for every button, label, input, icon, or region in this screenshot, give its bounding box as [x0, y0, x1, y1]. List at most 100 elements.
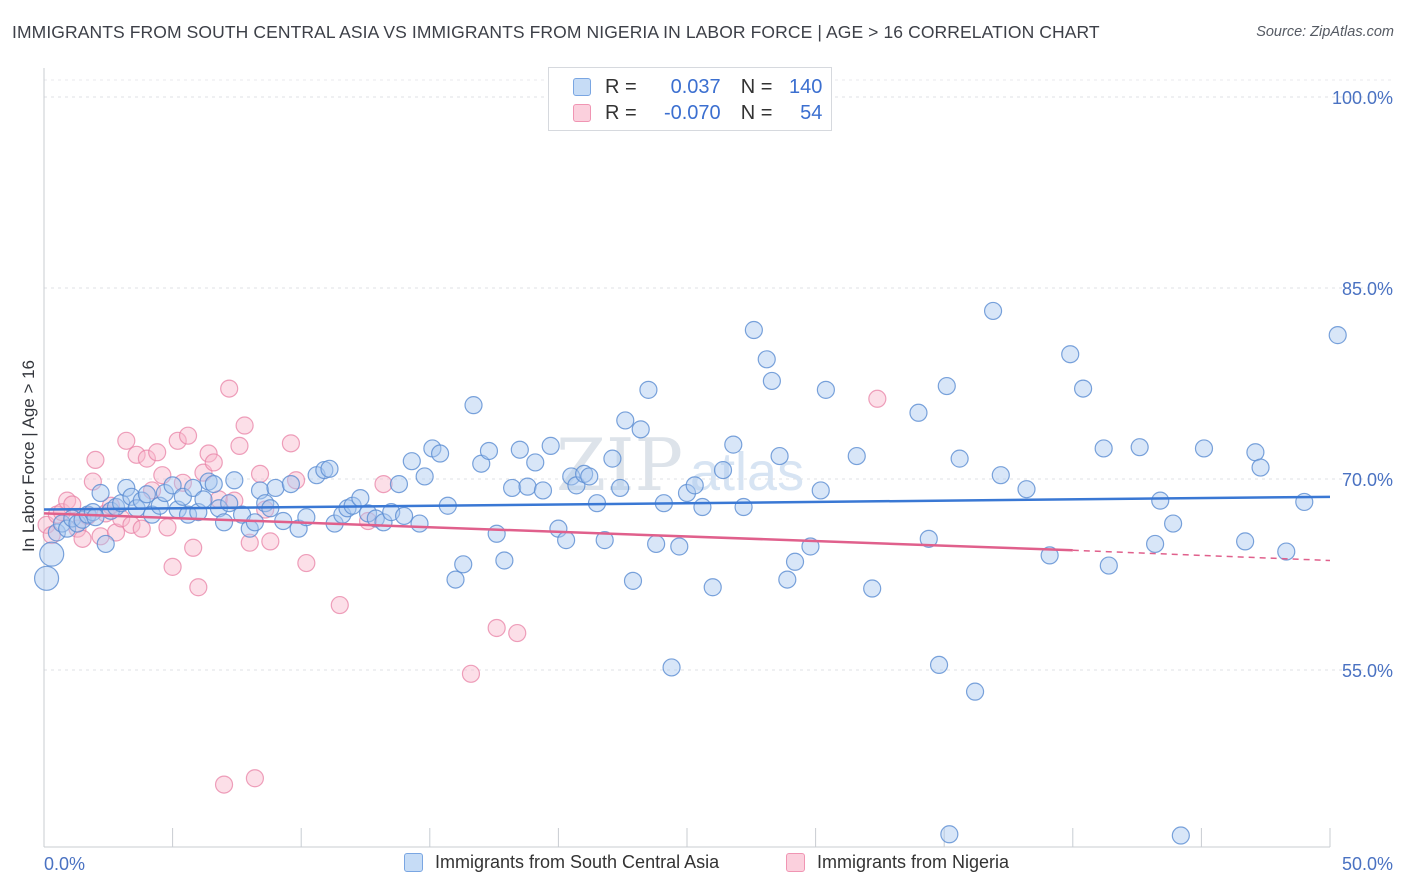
- scatter-point-south-central-asia: [770, 446, 789, 466]
- scatter-point-nigeria: [158, 518, 177, 537]
- scatter-point-south-central-asia: [670, 537, 689, 556]
- scatter-point-south-central-asia: [557, 531, 576, 550]
- scatter-point-south-central-asia: [225, 471, 244, 490]
- scatter-point-nigeria: [137, 449, 156, 468]
- scatter-point-south-central-asia: [816, 380, 835, 399]
- scatter-point-nigeria: [106, 523, 126, 542]
- scatter-point-south-central-asia: [950, 449, 969, 468]
- scatter-point-south-central-asia: [1328, 326, 1347, 345]
- y-tick-label: 85.0%: [1342, 279, 1393, 299]
- scatter-point-south-central-asia: [86, 508, 105, 527]
- scatter-point-nigeria: [148, 443, 167, 462]
- scatter-point-south-central-asia: [446, 570, 465, 589]
- y-tick-labels: 100.0% 85.0% 70.0% 55.0%: [1332, 88, 1393, 681]
- scatter-point-nigeria: [297, 553, 316, 573]
- scatter-point-south-central-asia: [163, 476, 182, 495]
- legend-swatch-pink: [573, 104, 591, 122]
- y-axis-title: In Labor Force | Age > 16: [19, 360, 38, 552]
- scatter-point-south-central-asia: [1130, 438, 1149, 457]
- scatter-point-south-central-asia: [430, 444, 450, 463]
- scatter-point-south-central-asia: [724, 435, 743, 454]
- scatter-point-nigeria: [487, 618, 506, 638]
- scatter-point-south-central-asia: [194, 490, 213, 509]
- scatter-point-south-central-asia: [320, 459, 339, 478]
- scatter-point-south-central-asia: [1099, 556, 1118, 575]
- x-tick-label: 0.0%: [44, 854, 85, 874]
- scatter-point-south-central-asia: [1151, 491, 1170, 510]
- scatter-point-south-central-asia: [677, 483, 697, 503]
- y-tick-label: 100.0%: [1332, 88, 1393, 108]
- scatter-point-south-central-asia: [623, 571, 643, 590]
- x-tick-label: 50.0%: [1342, 854, 1393, 874]
- scatter-point-south-central-asia: [526, 453, 545, 472]
- legend-n-label: N =: [740, 101, 773, 124]
- stats-legend-row-blue: R = 0.037 N = 140: [573, 75, 822, 99]
- scatter-point-south-central-asia: [204, 474, 223, 494]
- bottom-legend-swatch-pink: [786, 853, 805, 872]
- scatter-point-nigeria: [230, 436, 249, 455]
- scatter-point-nigeria: [214, 775, 234, 794]
- axes: [43, 68, 1331, 848]
- scatter-point-south-central-asia: [965, 682, 985, 701]
- scatter-point-south-central-asia: [631, 420, 650, 439]
- scatter-point-south-central-asia: [533, 481, 553, 500]
- scatter-point-south-central-asia: [611, 478, 630, 498]
- scatter-point-nigeria: [281, 434, 301, 453]
- scatter-point-south-central-asia: [58, 519, 77, 538]
- scatter-point-nigeria: [73, 529, 92, 548]
- bottom-legend-item-south-central-asia: Immigrants from South Central Asia: [404, 852, 719, 873]
- scatter-point-south-central-asia: [510, 440, 529, 459]
- x-tick-labels: 0.0% 50.0%: [44, 854, 1393, 874]
- trend-line-nigeria-extension: [1072, 549, 1331, 562]
- scatter-point-nigeria: [508, 623, 527, 643]
- bottom-legend-item-nigeria: Immigrants from Nigeria: [786, 852, 1009, 873]
- scatter-point-south-central-asia: [909, 403, 928, 422]
- scatter-point-south-central-asia: [394, 506, 414, 526]
- scatter-point-nigeria: [117, 431, 136, 450]
- scatter-point-south-central-asia: [1094, 439, 1113, 458]
- scatter-point-south-central-asia: [351, 489, 370, 508]
- scatter-point-nigeria: [189, 578, 208, 597]
- legend-n-value: 140: [789, 75, 823, 98]
- scatter-point-nigeria: [261, 532, 280, 551]
- scatter-point-south-central-asia: [1164, 514, 1183, 533]
- scatter-point-south-central-asia: [91, 483, 110, 503]
- scatter-point-south-central-asia: [503, 478, 522, 498]
- scatter-point-south-central-asia: [1061, 345, 1080, 364]
- scatter-point-south-central-asia: [762, 371, 781, 391]
- scatter-point-south-central-asia: [454, 555, 473, 574]
- scatter-point-south-central-asia: [214, 513, 234, 532]
- scatter-point-south-central-asia: [1194, 439, 1214, 458]
- scatter-point-south-central-asia: [1040, 546, 1059, 565]
- scatter-point-south-central-asia: [595, 531, 614, 550]
- scatter-point-south-central-asia: [541, 436, 560, 455]
- y-tick-label: 70.0%: [1342, 470, 1393, 490]
- scatter-point-nigeria: [178, 426, 198, 445]
- legend-swatch-blue: [573, 78, 591, 96]
- scatter-point-south-central-asia: [199, 472, 218, 491]
- scatter-point-nigeria: [250, 464, 270, 484]
- scatter-point-nigeria: [184, 538, 203, 557]
- scatter-point-nigeria: [42, 525, 61, 545]
- scatter-point-south-central-asia: [693, 497, 712, 517]
- bottom-legend-swatch-blue: [404, 853, 423, 872]
- scatter-point-south-central-asia: [1246, 443, 1265, 462]
- chart-title: IMMIGRANTS FROM SOUTH CENTRAL ASIA VS IM…: [12, 22, 1100, 42]
- legend-r-label: R =: [605, 101, 637, 124]
- trend-line-nigeria: [43, 512, 1073, 552]
- scatter-point-south-central-asia: [647, 534, 666, 554]
- y-tick-label: 55.0%: [1342, 661, 1393, 681]
- source-label: Source: ZipAtlas.com: [1256, 24, 1394, 40]
- scatter-point-south-central-asia: [937, 376, 956, 396]
- scatter-point-south-central-asia: [266, 478, 285, 498]
- scatter-point-south-central-asia: [1073, 379, 1093, 398]
- scatter-point-south-central-asia: [919, 529, 938, 548]
- scatter-point-nigeria: [240, 533, 259, 552]
- scatter-point-south-central-asia: [518, 477, 537, 496]
- scatter-point-nigeria: [86, 450, 105, 469]
- scatter-point-south-central-asia: [389, 474, 409, 494]
- scatter-point-nigeria: [132, 519, 151, 538]
- scatter-point-south-central-asia: [155, 483, 174, 503]
- scatter-point-south-central-asia: [785, 552, 805, 571]
